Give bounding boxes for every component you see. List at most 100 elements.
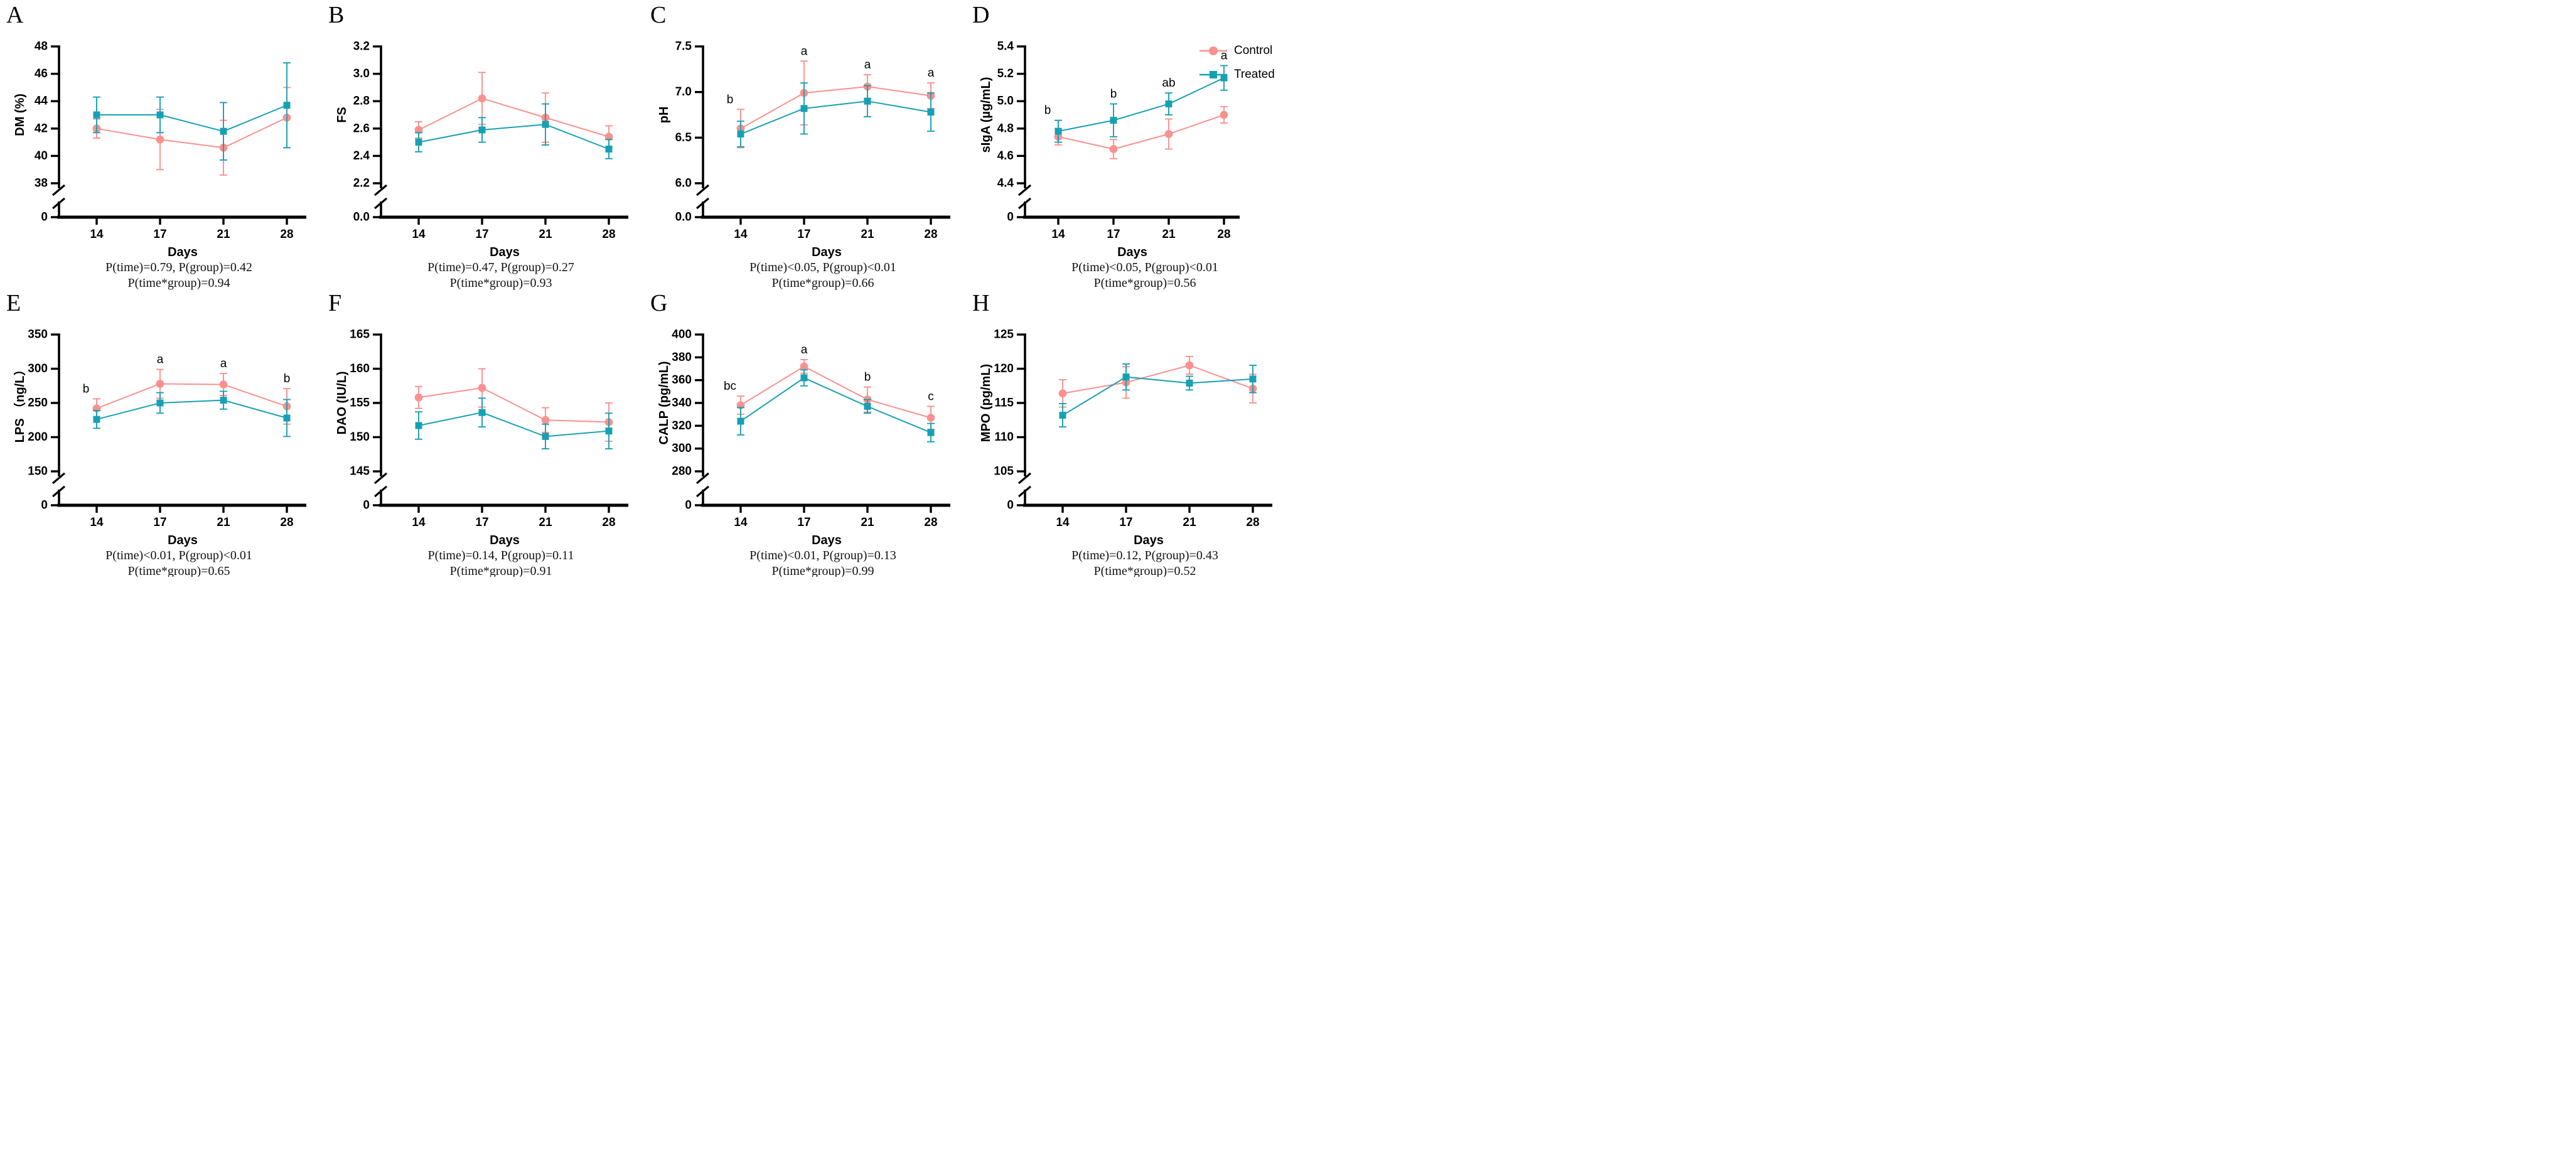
svg-text:40: 40 <box>35 149 48 163</box>
svg-text:14: 14 <box>734 516 748 529</box>
svg-text:21: 21 <box>539 516 552 529</box>
panel-letter-f: F <box>328 290 342 316</box>
p-values-line1: P(time)<0.01, P(group)=0.13 <box>749 549 896 562</box>
svg-text:Days: Days <box>490 534 520 547</box>
svg-text:340: 340 <box>672 397 692 410</box>
panel-letter-c: C <box>650 2 667 28</box>
p-values-line1: P(time)<0.01, P(group)<0.01 <box>105 549 252 562</box>
p-values-d: P(time)<0.05, P(group)<0.01 P(time*group… <box>980 260 1275 291</box>
svg-text:3.0: 3.0 <box>353 67 370 80</box>
panel-f: F 145 150 155 160 165 0 14 17 21 28 Days DAO (IU/L)… <box>322 288 644 577</box>
svg-text:MPO (pg/mL): MPO (pg/mL) <box>980 364 993 442</box>
svg-text:17: 17 <box>153 516 166 529</box>
svg-text:a: a <box>928 67 935 80</box>
svg-text:2.2: 2.2 <box>353 177 370 190</box>
svg-text:17: 17 <box>797 228 810 241</box>
treated-marker-icon <box>1199 71 1227 78</box>
svg-text:5.2: 5.2 <box>997 67 1014 80</box>
svg-text:6.5: 6.5 <box>675 131 692 144</box>
svg-text:Days: Days <box>1117 245 1147 259</box>
svg-text:250: 250 <box>28 397 48 410</box>
svg-text:b: b <box>83 382 90 395</box>
svg-text:28: 28 <box>924 228 937 241</box>
svg-text:7.5: 7.5 <box>675 40 692 53</box>
legend-label-control: Control <box>1234 44 1273 57</box>
svg-text:4.4: 4.4 <box>997 177 1014 190</box>
figure-row-top: A 38 40 42 44 46 48 0 14 17 21 28 Days DM (%) P(time… <box>0 0 1288 291</box>
svg-text:Days: Days <box>168 534 198 547</box>
svg-text:3.2: 3.2 <box>353 40 370 53</box>
svg-text:7.0: 7.0 <box>675 85 692 99</box>
svg-text:LPS （ng/L）: LPS （ng/L） <box>14 363 27 443</box>
chart-siga: 4.4 4.6 4.8 5.0 5.2 5.4 0 14 17 21 28 Days sIgA (µg/… <box>980 40 1240 259</box>
svg-text:pH: pH <box>658 107 671 124</box>
p-values-h: P(time)=0.12, P(group)=0.43 P(time*group… <box>980 548 1275 577</box>
svg-text:ab: ab <box>1162 77 1175 90</box>
panel-e: E 150 200 250 300 350 0 14 17 21 28 Days LPS （ng/L）… <box>0 288 322 577</box>
svg-text:115: 115 <box>994 397 1014 410</box>
panel-d: D 4.4 4.6 4.8 5.0 5.2 5.4 0 14 17 21 28 Days sIgA (µ… <box>966 0 1288 291</box>
svg-text:300: 300 <box>28 362 48 375</box>
svg-text:2.8: 2.8 <box>353 95 370 108</box>
svg-text:380: 380 <box>672 351 692 364</box>
svg-text:42: 42 <box>35 122 48 135</box>
svg-text:a: a <box>801 343 808 357</box>
p-values-line2: P(time*group)=0.52 <box>1093 564 1196 577</box>
p-values-g: P(time)<0.01, P(group)=0.13 P(time*group… <box>658 548 953 577</box>
svg-text:280: 280 <box>672 465 692 478</box>
control-marker-icon <box>1199 46 1227 55</box>
svg-text:2.6: 2.6 <box>353 122 370 135</box>
svg-text:Days: Days <box>812 534 842 547</box>
svg-text:105: 105 <box>994 465 1014 478</box>
svg-text:17: 17 <box>153 228 166 241</box>
svg-text:0.0: 0.0 <box>675 211 692 224</box>
svg-text:a: a <box>801 45 808 58</box>
panel-letter-h: H <box>972 290 990 316</box>
svg-text:14: 14 <box>90 516 104 529</box>
svg-text:400: 400 <box>672 328 692 341</box>
svg-text:b: b <box>727 93 734 106</box>
svg-text:bc: bc <box>724 380 736 393</box>
svg-text:4.8: 4.8 <box>997 122 1014 135</box>
svg-text:5.0: 5.0 <box>997 95 1014 108</box>
svg-text:14: 14 <box>734 228 748 241</box>
svg-text:320: 320 <box>672 419 692 432</box>
svg-text:0: 0 <box>41 499 48 512</box>
svg-text:5.4: 5.4 <box>997 40 1014 53</box>
svg-text:DM (%): DM (%) <box>14 94 27 136</box>
svg-text:0: 0 <box>1007 211 1014 224</box>
p-values-f: P(time)=0.14, P(group)=0.11 P(time*group… <box>336 548 631 577</box>
svg-text:Days: Days <box>1134 534 1164 547</box>
p-values-line2: P(time*group)=0.91 <box>449 564 552 577</box>
figure-row-bottom: E 150 200 250 300 350 0 14 17 21 28 Days LPS （ng/L）… <box>0 288 1288 577</box>
svg-text:165: 165 <box>350 328 370 341</box>
svg-text:17: 17 <box>1107 228 1120 241</box>
svg-text:b: b <box>284 372 291 385</box>
svg-text:Days: Days <box>812 245 842 259</box>
svg-text:b: b <box>1044 104 1051 117</box>
svg-text:14: 14 <box>1056 516 1070 529</box>
svg-text:0: 0 <box>363 499 370 512</box>
svg-text:17: 17 <box>797 516 810 529</box>
svg-text:a: a <box>1221 50 1228 63</box>
svg-text:21: 21 <box>217 228 230 241</box>
svg-text:a: a <box>864 58 871 72</box>
p-values-e: P(time)<0.01, P(group)<0.01 P(time*group… <box>14 548 309 577</box>
panel-letter-d: D <box>972 2 990 28</box>
p-values-line1: P(time)=0.14, P(group)=0.11 <box>427 549 574 562</box>
chart-dao: 145 150 155 160 165 0 14 17 21 28 Days DAO (IU/L) <box>336 328 628 547</box>
svg-text:21: 21 <box>217 516 230 529</box>
chart-fs: 2.2 2.4 2.6 2.8 3.0 3.2 0.0 14 17 21 28 Days FS <box>336 40 628 259</box>
p-values-line2: P(time*group)=0.66 <box>771 276 874 290</box>
svg-text:125: 125 <box>994 328 1014 341</box>
svg-text:48: 48 <box>35 40 48 53</box>
p-values-line1: P(time)<0.05, P(group)<0.01 <box>749 260 896 274</box>
panel-letter-a: A <box>6 2 24 28</box>
svg-text:sIgA (µg/mL): sIgA (µg/mL) <box>980 77 993 153</box>
svg-text:150: 150 <box>350 431 370 444</box>
chart-lps: 150 200 250 300 350 0 14 17 21 28 Days LPS （ng/L） b a… <box>14 328 306 547</box>
svg-text:350: 350 <box>28 328 48 341</box>
svg-text:21: 21 <box>1183 516 1196 529</box>
svg-text:38: 38 <box>35 177 48 190</box>
svg-text:21: 21 <box>1162 228 1176 241</box>
